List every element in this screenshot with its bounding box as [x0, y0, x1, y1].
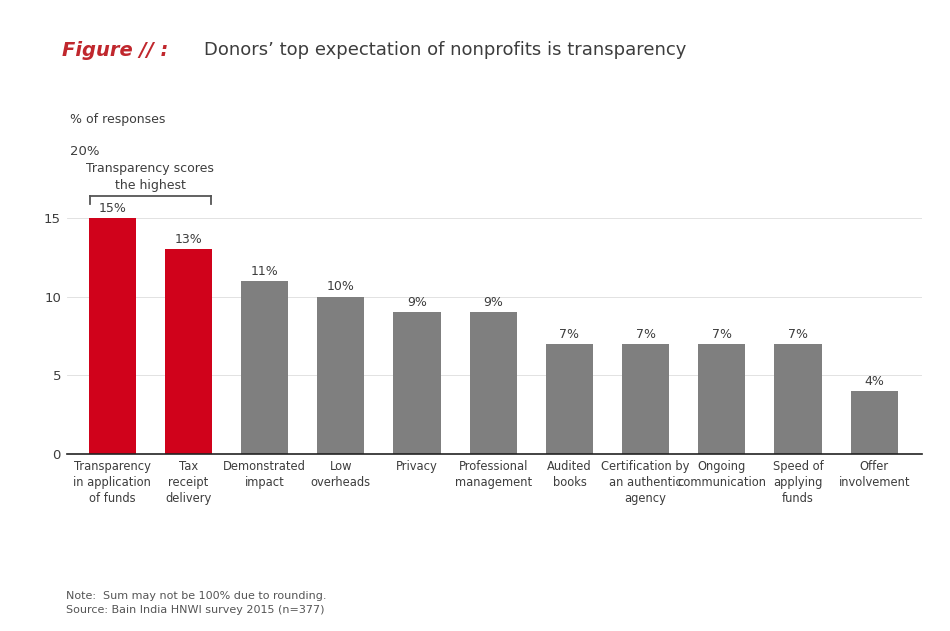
Text: Transparency scores
the highest: Transparency scores the highest [86, 162, 215, 192]
Text: % of responses: % of responses [70, 113, 165, 126]
Text: 20%: 20% [70, 145, 100, 158]
Text: 9%: 9% [408, 296, 427, 309]
Text: 7%: 7% [712, 327, 732, 341]
Bar [546, 344, 593, 454]
Bar [774, 344, 822, 454]
Bar [88, 218, 136, 454]
Bar [317, 297, 365, 454]
Text: 13%: 13% [175, 233, 202, 246]
Text: 10%: 10% [327, 280, 354, 293]
Text: Donors’ top expectation of nonprofits is transparency: Donors’ top expectation of nonprofits is… [204, 41, 687, 59]
Bar [622, 344, 669, 454]
Text: Figure // :: Figure // : [62, 41, 168, 60]
Text: 7%: 7% [560, 327, 580, 341]
Bar [850, 391, 898, 454]
Bar [241, 281, 288, 454]
Text: 4%: 4% [864, 375, 884, 388]
Text: 11%: 11% [251, 264, 278, 278]
Bar [698, 344, 746, 454]
Text: 9%: 9% [484, 296, 504, 309]
Text: 15%: 15% [98, 201, 126, 215]
Bar [393, 312, 441, 454]
Text: Note:  Sum may not be 100% due to rounding.
Source: Bain India HNWI survey 2015 : Note: Sum may not be 100% due to roundin… [66, 591, 327, 615]
Text: 7%: 7% [788, 327, 808, 341]
Text: 7%: 7% [636, 327, 656, 341]
Bar [164, 249, 212, 454]
Bar [469, 312, 517, 454]
